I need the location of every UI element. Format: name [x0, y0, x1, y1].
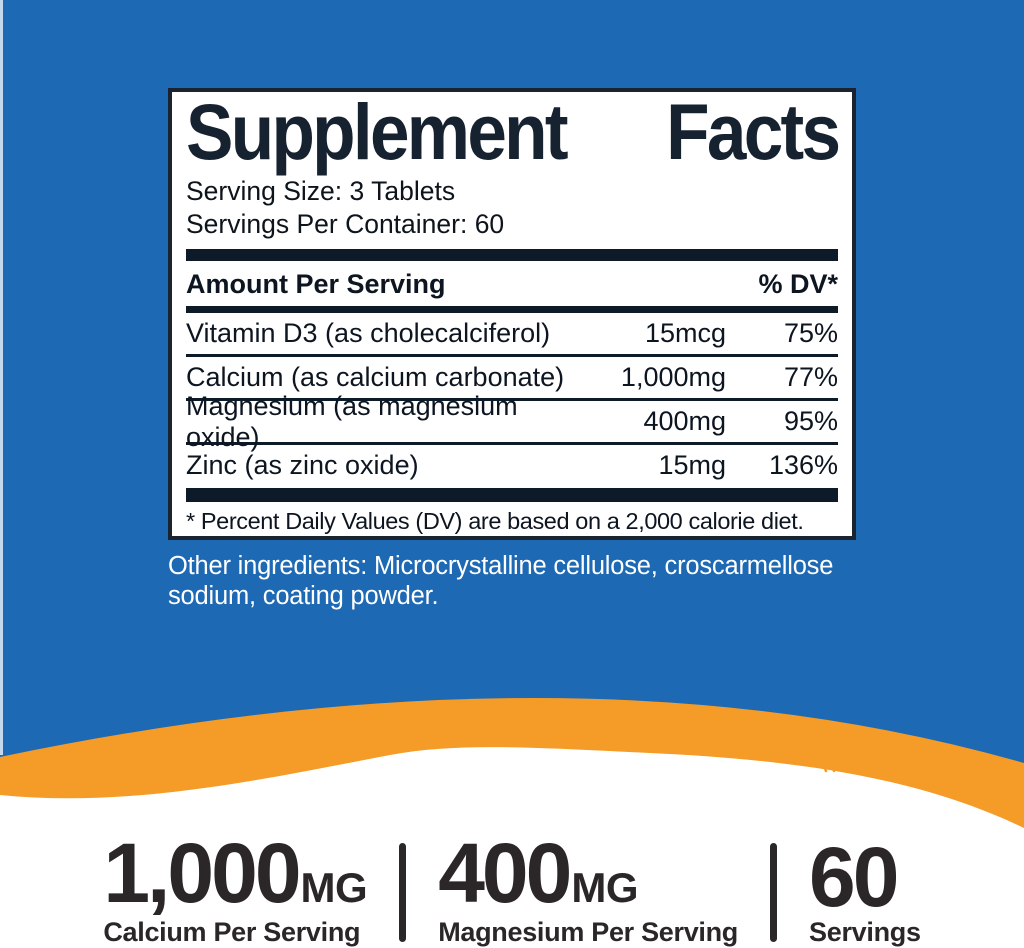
- stat-divider: [770, 843, 778, 942]
- nutrient-amount: 1,000mg: [620, 362, 726, 392]
- nutrient-dv: 136%: [768, 450, 838, 480]
- title-word-facts: Facts: [665, 87, 841, 176]
- nutrient-dv: 75%: [783, 318, 838, 348]
- stat-magnesium: 400 MG Magnesium Per Serving: [438, 826, 739, 947]
- nutrient-dv: 77%: [783, 362, 838, 392]
- nutrient-amount: 15mg: [658, 450, 726, 480]
- stat-unit: MG: [571, 864, 639, 911]
- stat-servings: 60 Servings: [809, 830, 921, 947]
- nutrient-row-magnesium: Magnesium (as magnesium oxide) 400mg 95%: [186, 391, 838, 452]
- serving-size-text: Serving Size: 3 Tablets: [186, 176, 456, 206]
- table-header-row: Amount Per Serving % DV*: [186, 261, 838, 306]
- nutrient-name: Calcium (as calcium carbonate): [186, 362, 565, 392]
- amount-per-serving-header: Amount Per Serving: [186, 269, 446, 299]
- daily-values-footnote: * Percent Daily Values (DV) are based on…: [186, 508, 804, 534]
- nutrient-amount: 15mcg: [644, 318, 726, 348]
- left-edge-highlight: [0, 0, 3, 755]
- nutrient-name: Magnesium (as magnesium oxide): [186, 390, 518, 452]
- nutrient-row-vitamin-d3: Vitamin D3 (as cholecalciferol) 15mcg 75…: [186, 313, 838, 354]
- stat-unit: MG: [300, 864, 368, 911]
- divider-bar-top: [186, 249, 838, 261]
- row-separator: [186, 354, 838, 357]
- stat-magnesium-number: 400 MG: [438, 826, 738, 920]
- nutrient-row-zinc: Zinc (as zinc oxide) 15mg 136%: [186, 445, 838, 486]
- nutrient-name: Vitamin D3 (as cholecalciferol): [186, 318, 551, 348]
- stat-servings-number: 60: [809, 830, 921, 925]
- other-ingredients-line-2: sodium, coating powder.: [168, 582, 439, 610]
- stat-label: Servings: [809, 917, 921, 947]
- divider-bar-bottom: [186, 488, 838, 502]
- title-word-supplement: Supplement: [186, 87, 569, 176]
- row-separator: [186, 442, 838, 445]
- servings-per-container-text: Servings Per Container: 60: [186, 209, 505, 239]
- supplement-facts-title: Supplement Facts: [186, 87, 841, 176]
- nutrient-name: Zinc (as zinc oxide): [186, 450, 419, 480]
- stat-value: 1,000: [103, 826, 301, 920]
- other-ingredients-text: Other ingredients: Microcrystalline cell…: [168, 551, 868, 611]
- stat-value: 400: [438, 826, 572, 920]
- row-separator: [186, 398, 838, 401]
- percent-dv-header: % DV*: [758, 269, 838, 299]
- nutrient-dv: 95%: [783, 406, 838, 436]
- nutrient-amount: 400mg: [643, 406, 726, 436]
- bottom-stats-strip: 1,000 MG Calcium Per Serving 400 MG Magn…: [0, 826, 1024, 947]
- stat-label: Magnesium Per Serving: [438, 917, 739, 947]
- stat-label: Calcium Per Serving: [103, 917, 361, 947]
- stat-calcium: 1,000 MG Calcium Per Serving: [103, 826, 368, 947]
- stat-calcium-number: 1,000 MG: [103, 826, 368, 920]
- stat-divider: [399, 843, 407, 942]
- header-rule: [186, 306, 838, 313]
- supplement-facts-panel: Supplement Facts Serving Size: 3 Tablets…: [168, 88, 856, 540]
- nutrient-row-calcium: Calcium (as calcium carbonate) 1,000mg 7…: [186, 357, 838, 398]
- stat-value: 60: [809, 830, 899, 925]
- other-ingredients-line-1: Other ingredients: Microcrystalline cell…: [168, 552, 834, 580]
